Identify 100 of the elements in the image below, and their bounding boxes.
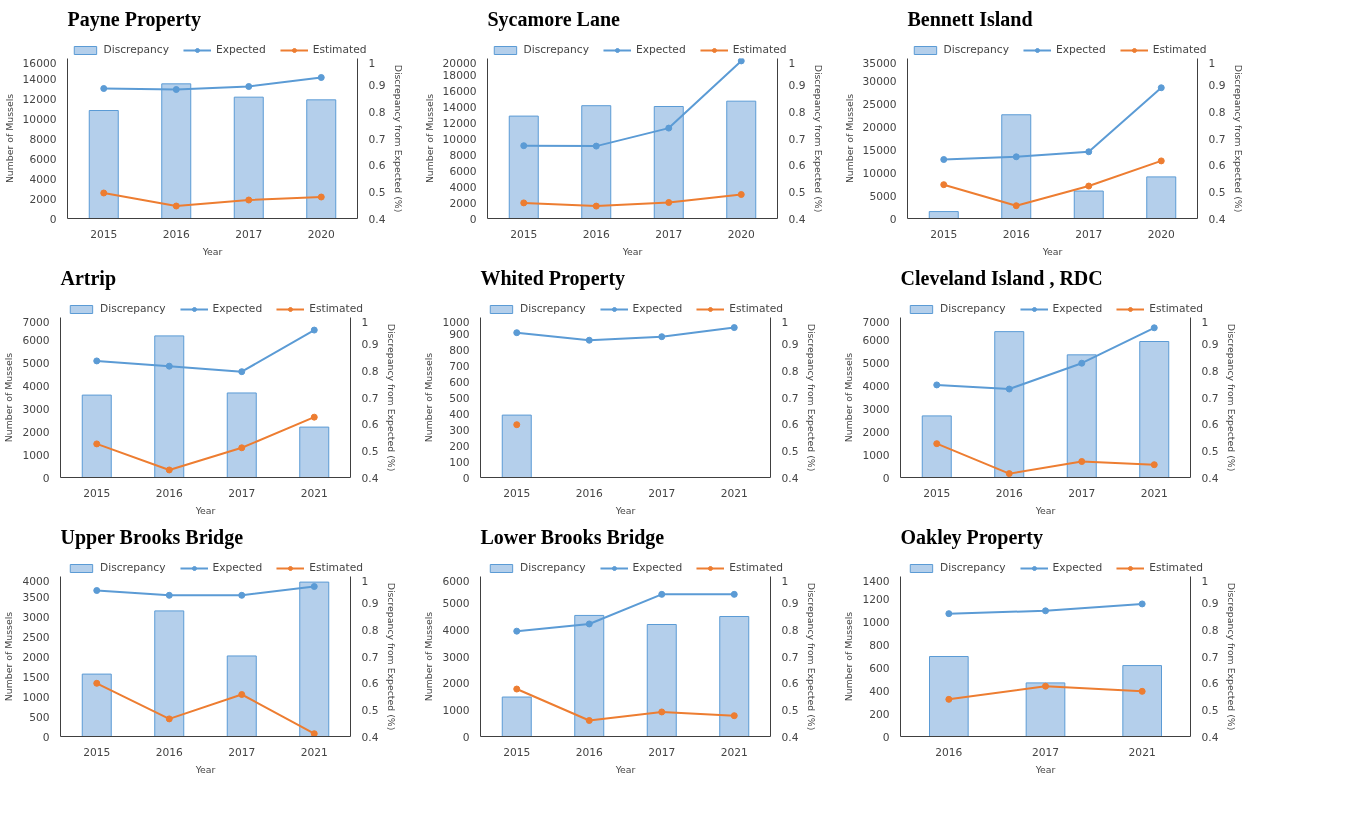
y2-tick-label: 0.7 [368, 132, 386, 146]
y-tick-label: 6000 [862, 334, 890, 348]
y2-tick-label: 0.7 [361, 650, 379, 664]
y2-tick-label: 0.9 [781, 597, 799, 611]
point [730, 590, 738, 598]
x-axis-title: Year [1041, 245, 1063, 257]
point [317, 193, 325, 201]
x-tick-label: 2017 [1031, 745, 1060, 759]
x-tick-label: 2015 [503, 745, 531, 759]
y2-axis-title: Discrepancy from Expected (%) [1226, 323, 1238, 472]
legend-label: Estimated [309, 302, 364, 315]
y-tick-label: 4000 [442, 623, 470, 637]
legend-label: Discrepancy [523, 43, 589, 56]
point [1005, 385, 1013, 393]
x-tick-label: 2020 [307, 227, 336, 241]
x-axis-title: Year [621, 245, 643, 257]
point [658, 708, 666, 716]
y2-tick-label: 0.7 [788, 132, 806, 146]
y-tick-label: 14000 [22, 72, 57, 86]
legend-label: Expected [632, 561, 683, 574]
point [585, 620, 593, 628]
y-tick-label: 5000 [869, 189, 897, 203]
point [737, 58, 745, 65]
y-axis-title: Number of Mussels [3, 352, 15, 443]
legend-label: Estimated [1149, 561, 1204, 574]
y2-tick-label: 0.8 [361, 623, 379, 637]
y-tick-label: 6000 [22, 334, 50, 348]
point [520, 142, 528, 150]
point [1150, 324, 1158, 332]
x-tick-label: 2021 [300, 486, 328, 500]
x-axis-title: Year [614, 763, 636, 775]
point [1078, 359, 1086, 367]
y-tick-label: 5000 [442, 597, 470, 611]
x-axis-title: Year [1034, 504, 1056, 516]
y2-tick-label: 0.7 [781, 650, 799, 664]
y2-tick-label: 0.4 [1201, 730, 1219, 744]
y2-tick-label: 0.6 [361, 677, 379, 691]
y-tick-label: 0 [889, 212, 897, 226]
y2-tick-label: 0.5 [1208, 185, 1226, 199]
y2-axis-title: Discrepancy from Expected (%) [386, 323, 398, 472]
y-tick-label: 900 [449, 327, 470, 341]
point [1012, 153, 1020, 161]
y-tick-label: 1000 [862, 616, 890, 630]
y-tick-label: 12000 [22, 92, 57, 106]
point [1042, 682, 1049, 690]
y-axis-title: Number of Mussels [3, 93, 15, 184]
legend-label: Estimated [732, 43, 787, 56]
y-tick-label: 3000 [862, 402, 890, 416]
legend-label: Estimated [1149, 302, 1204, 315]
y-axis-title: Number of Mussels [423, 93, 435, 184]
y2-axis-title: Discrepancy from Expected (%) [813, 64, 825, 213]
y-tick-label: 2000 [22, 425, 50, 439]
x-tick-label: 2017 [228, 486, 256, 500]
y-tick-label: 8000 [449, 148, 477, 162]
point [165, 591, 173, 599]
point [945, 695, 953, 703]
y2-tick-label: 0.7 [781, 391, 799, 405]
y2-tick-label: 0.5 [368, 185, 386, 199]
y-tick-label: 1000 [862, 448, 890, 462]
point [945, 610, 953, 618]
y-tick-label: 16000 [22, 56, 57, 70]
y2-tick-label: 0.6 [1201, 418, 1219, 432]
point [1157, 84, 1165, 92]
point [100, 189, 108, 197]
legend-label: Estimated [729, 302, 784, 315]
y2-tick-label: 0.4 [788, 212, 806, 226]
legend-label: Discrepancy [519, 302, 586, 315]
y2-tick-label: 0.8 [368, 105, 386, 119]
point [940, 181, 948, 189]
x-tick-label: 2015 [923, 486, 951, 500]
point [933, 381, 941, 389]
x-tick-label: 2017 [648, 486, 676, 500]
point [940, 156, 948, 164]
y2-tick-label: 0.7 [1201, 650, 1219, 664]
y-tick-label: 3000 [442, 650, 470, 664]
y2-tick-label: 0.9 [1201, 597, 1219, 611]
y2-tick-label: 0.7 [1208, 132, 1226, 146]
point [592, 142, 600, 150]
chart-title: Artrip [60, 266, 117, 290]
y2-tick-label: 0.8 [781, 364, 799, 378]
legend-label: Discrepancy [99, 302, 166, 315]
y-axis-title: Number of Mussels [423, 611, 435, 702]
y-axis-title: Number of Mussels [423, 352, 435, 443]
y-tick-label: 400 [869, 684, 890, 698]
point [1005, 470, 1013, 478]
x-tick-label: 2015 [510, 227, 538, 241]
y-tick-label: 0 [49, 212, 57, 226]
y2-tick-label: 0.4 [361, 730, 379, 744]
y-tick-label: 1500 [22, 670, 50, 684]
y2-axis-title: Discrepancy from Expected (%) [1226, 582, 1238, 731]
y-tick-label: 10000 [862, 166, 897, 180]
point [317, 74, 325, 81]
point [310, 326, 318, 334]
point [165, 466, 173, 474]
y-tick-label: 400 [449, 407, 470, 421]
legend-label: Discrepancy [519, 561, 586, 574]
y-tick-label: 1000 [442, 703, 470, 717]
x-tick-label: 2016 [935, 745, 963, 759]
y-tick-label: 1000 [22, 448, 50, 462]
x-tick-label: 2016 [1002, 227, 1031, 241]
